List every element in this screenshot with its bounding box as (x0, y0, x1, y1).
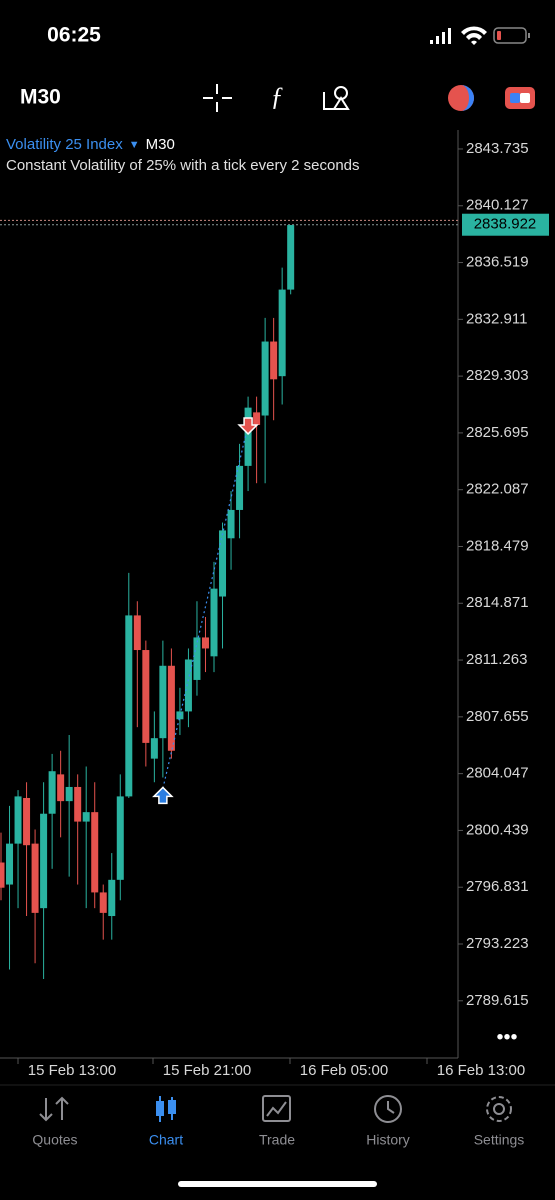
y-tick-label: 2825.695 (466, 424, 529, 441)
home-indicator (178, 1181, 377, 1187)
candle-body (159, 665, 167, 739)
candle-body (278, 289, 286, 377)
y-tick-label: 2800.439 (466, 821, 529, 838)
candle-body (57, 774, 65, 802)
candle-body (74, 786, 82, 822)
candle-body (14, 796, 22, 844)
x-tick-label: 16 Feb 05:00 (300, 1062, 388, 1079)
candle-body (201, 637, 209, 649)
tab-label[interactable]: Settings (474, 1132, 525, 1148)
candle-body (82, 812, 90, 822)
crosshair-button[interactable] (203, 84, 232, 112)
candle-body (23, 797, 31, 846)
candle-body (270, 341, 278, 380)
y-tick-label: 2840.127 (466, 197, 529, 214)
y-tick-label: 2811.263 (466, 651, 527, 668)
y-tick-label: 2829.303 (466, 367, 529, 384)
tab-icons (39, 1095, 512, 1123)
candle-body (142, 650, 150, 743)
trade-button[interactable] (505, 87, 535, 109)
candle-body (108, 879, 116, 917)
chart-symbol: Volatility 25 Index ▼ M30 (6, 136, 175, 153)
candle-body (287, 225, 295, 290)
symbol-dropdown[interactable]: ▼ (129, 139, 140, 151)
y-tick-label: 2796.831 (466, 878, 529, 895)
y-tick-label: 2836.519 (466, 254, 529, 271)
candle-body (236, 465, 244, 510)
y-tick-label: 2818.479 (466, 537, 529, 554)
candle-body (0, 862, 5, 888)
y-tick-label: 2807.655 (466, 708, 529, 725)
x-tick-label: 16 Feb 13:00 (437, 1062, 525, 1079)
candle-body (150, 738, 158, 759)
candle-body (184, 659, 192, 712)
status-icons (430, 26, 530, 45)
candle-body (91, 812, 99, 893)
symbol: Volatility 25 Index (6, 136, 123, 153)
y-tick-label: 2804.047 (466, 765, 529, 782)
indicators-button[interactable]: ƒ (271, 82, 284, 111)
candle-body (253, 412, 261, 425)
y-tick-label: 2822.087 (466, 481, 529, 498)
candle-body (6, 843, 14, 885)
y-tick-label: 2814.871 (466, 594, 529, 611)
chart-description: Constant Volatility of 25% with a tick e… (6, 157, 360, 174)
tab-label[interactable]: Quotes (32, 1132, 77, 1148)
timeframe-button[interactable]: M30 (20, 86, 61, 109)
y-tick-label: 2843.735 (466, 140, 529, 157)
sell-marker (237, 417, 259, 436)
candle-body (65, 786, 73, 802)
candle-body (193, 637, 201, 680)
candle-body (125, 615, 133, 797)
y-tick-label: 2832.911 (466, 310, 527, 327)
candle-body (48, 771, 56, 814)
tab-label[interactable]: Chart (149, 1132, 183, 1148)
candle-body (261, 341, 269, 416)
account-button[interactable] (448, 85, 474, 111)
price-tag (462, 213, 549, 236)
candle-body (116, 796, 124, 880)
candle-body (99, 892, 107, 913)
candle-body (227, 509, 235, 539)
tab-label[interactable]: History (366, 1132, 410, 1148)
more-button[interactable]: ••• (496, 1026, 517, 1048)
header-timeframe: M30 (146, 136, 175, 153)
candle-body (133, 615, 141, 651)
candle-body (210, 588, 218, 657)
buy-marker (152, 786, 174, 805)
x-tick-label: 15 Feb 21:00 (163, 1062, 251, 1079)
candle-body (167, 665, 175, 751)
candle-body (244, 407, 252, 466)
price-tag-label: 2838.922 (474, 216, 537, 233)
trade-link (162, 424, 249, 789)
objects-button[interactable] (323, 86, 350, 110)
tab-label[interactable]: Trade (259, 1132, 295, 1148)
x-tick-label: 15 Feb 13:00 (28, 1062, 116, 1079)
status-time: 06:25 (47, 24, 101, 47)
y-tick-label: 2789.615 (466, 992, 529, 1009)
candle-body (40, 813, 48, 909)
candle-body (219, 530, 227, 597)
y-tick-label: 2793.223 (466, 935, 529, 952)
candle-body (31, 843, 39, 913)
